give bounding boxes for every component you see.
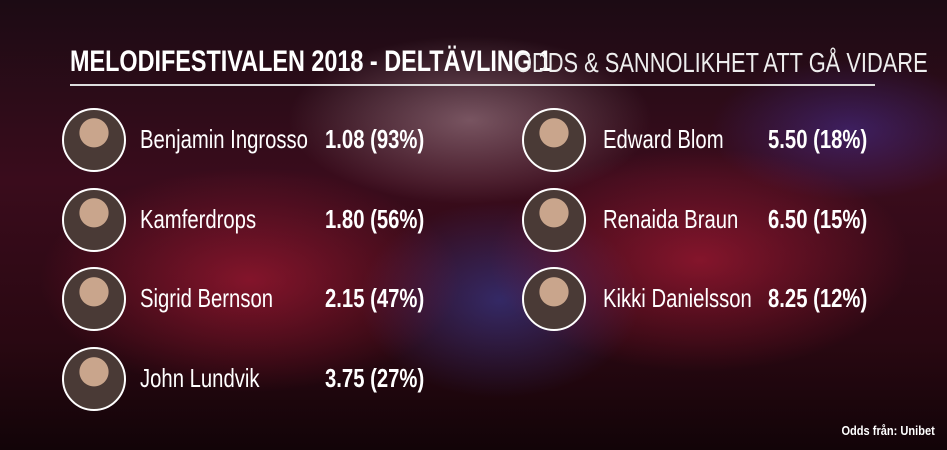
entry-name: Benjamin Ingrosso	[140, 124, 308, 154]
avatar	[522, 187, 586, 252]
avatar	[62, 347, 126, 412]
avatar	[62, 267, 126, 332]
entry-name: Kikki Danielsson	[603, 283, 752, 314]
source-note: Odds från: Unibet	[841, 423, 935, 438]
entry-name: Renaida Braun	[603, 203, 739, 234]
entry-odds: 6.50 (15%)	[768, 203, 868, 234]
subtitle: ODDS & SANNOLIKHET ATT GÅ VIDARE	[515, 47, 928, 78]
entry-name: Kamferdrops	[140, 203, 257, 234]
entry-name: Edward Blom	[603, 124, 724, 154]
entry-odds: 3.75 (27%)	[325, 363, 425, 394]
entry-odds: 5.50 (18%)	[768, 124, 868, 154]
entry-odds: 1.80 (56%)	[325, 203, 425, 234]
avatar	[522, 267, 586, 332]
entry-odds: 8.25 (12%)	[768, 283, 868, 314]
entry-name: Sigrid Bernson	[140, 283, 274, 314]
entry-name: John Lundvik	[140, 363, 260, 394]
avatar	[522, 108, 586, 172]
avatar	[62, 108, 126, 172]
entry-odds: 2.15 (47%)	[325, 283, 425, 314]
avatar	[62, 187, 126, 252]
divider	[70, 84, 875, 86]
entry-odds: 1.08 (93%)	[325, 124, 425, 154]
title: MELODIFESTIVALEN 2018 - DELTÄVLING 1	[70, 45, 552, 78]
